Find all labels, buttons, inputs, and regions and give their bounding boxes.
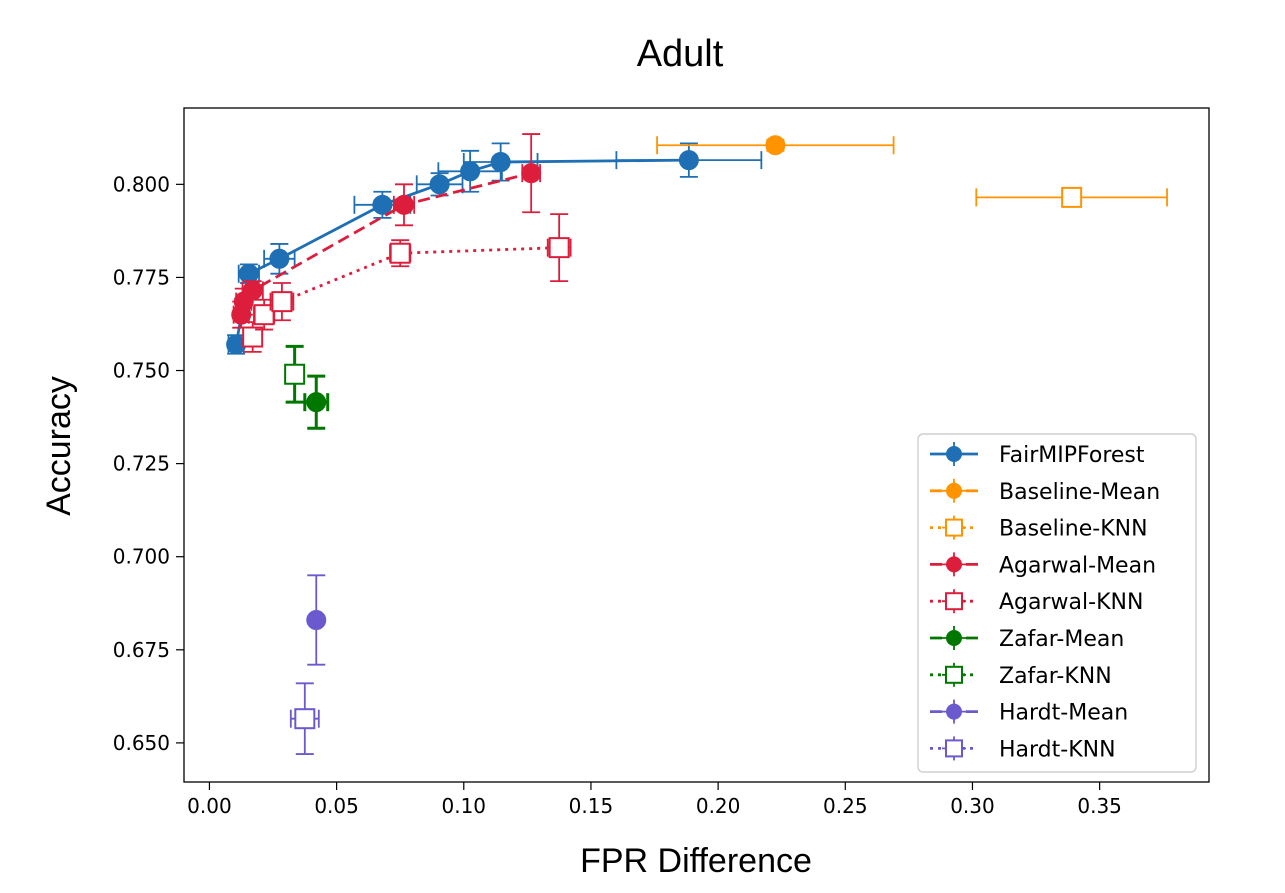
legend: FairMIPForest Baseline-Mean Baseline-KNN Ag… — [917, 433, 1197, 773]
data-point-hardt-mean-0 — [306, 610, 327, 631]
legend-label-baseline-knn: Baseline-KNN — [999, 517, 1148, 542]
legend-entry-fairmipforest: FairMIPForest — [930, 442, 1145, 468]
x-tick-label-2: 0.10 — [442, 794, 487, 818]
legend-entry-agarwal-mean: Agarwal-Mean — [930, 552, 1156, 578]
legend-label-agarwal-mean: Agarwal-Mean — [999, 553, 1156, 578]
y-tick-label-1: 0.675 — [113, 638, 170, 662]
legend-marker-agarwal-mean — [946, 556, 962, 573]
data-point-baseline-knn-0 — [1061, 186, 1083, 208]
legend-marker-baseline-knn — [945, 518, 963, 537]
legend-entry-hardt-mean: Hardt-Mean — [930, 699, 1128, 726]
legend-entry-hardt-knn: Hardt-KNN — [930, 736, 1116, 762]
legend-marker-zafar-mean — [946, 630, 962, 646]
data-point-fairmipforest-6 — [490, 151, 511, 172]
legend-marker-baseline-mean — [946, 482, 962, 499]
data-point-zafar-mean-0 — [306, 392, 327, 413]
legend-entry-baseline-knn: Baseline-KNN — [930, 515, 1148, 542]
series-agarwal-mean — [231, 133, 542, 329]
legend-label-fairmipforest: FairMIPForest — [999, 443, 1145, 468]
legend-label-hardt-knn: Hardt-KNN — [999, 737, 1116, 762]
data-point-agarwal-mean-4 — [521, 163, 542, 184]
legend-entry-zafar-mean: Zafar-Mean — [930, 626, 1124, 652]
plot-frame — [183, 107, 1210, 783]
legend-box — [917, 433, 1197, 773]
data-point-fairmipforest-2 — [269, 248, 290, 269]
y-axis-label: Accuracy — [40, 376, 78, 516]
x-axis-label: FPR Difference — [580, 842, 812, 880]
plot-area: 0.00 0.05 0.10 0.15 0.20 0.25 0.30 0.35 0.650 0.6… — [113, 107, 1210, 818]
x-tick-label-7: 0.35 — [1077, 794, 1122, 818]
legend-marker-agarwal-knn — [945, 592, 963, 611]
legend-entry-zafar-knn: Zafar-KNN — [930, 662, 1112, 689]
data-point-agarwal-knn-0 — [242, 326, 264, 348]
data-point-agarwal-knn-3 — [389, 242, 411, 264]
series-fairmipforest — [226, 142, 763, 355]
x-tick-label-0: 0.00 — [187, 794, 232, 818]
legend-label-hardt-mean: Hardt-Mean — [999, 701, 1128, 726]
legend-entry-baseline-mean: Baseline-Mean — [930, 478, 1160, 505]
chart-title: Adult — [637, 33, 724, 75]
data-point-agarwal-mean-2 — [242, 280, 263, 301]
legend-label-baseline-mean: Baseline-Mean — [999, 480, 1160, 505]
series-baseline-knn — [975, 186, 1168, 208]
data-point-agarwal-knn-2 — [271, 291, 293, 313]
data-point-fairmipforest-3 — [372, 194, 393, 215]
series-agarwal-knn — [242, 213, 572, 353]
data-point-agarwal-knn-4 — [548, 237, 570, 259]
y-tick-label-5: 0.775 — [113, 265, 170, 289]
y-tick-label-0: 0.650 — [113, 731, 170, 755]
x-tick-label-1: 0.05 — [314, 794, 359, 818]
data-point-zafar-knn-0 — [284, 363, 306, 385]
data-point-fairmipforest-7 — [678, 150, 699, 171]
legend-label-agarwal-knn: Agarwal-KNN — [999, 590, 1143, 615]
y-tick-label-3: 0.725 — [113, 452, 170, 476]
y-tick-label-2: 0.700 — [113, 545, 170, 569]
legend-marker-fairmipforest — [946, 446, 962, 462]
series-zafar-knn — [284, 344, 306, 404]
legend-label-zafar-mean: Zafar-Mean — [999, 627, 1124, 652]
legend-entry-agarwal-knn: Agarwal-KNN — [930, 589, 1143, 615]
x-tick-label-3: 0.15 — [569, 794, 614, 818]
series-zafar-mean — [303, 374, 330, 430]
series-hardt-knn — [289, 682, 320, 755]
legend-marker-hardt-mean — [946, 703, 962, 720]
x-tick-label-5: 0.25 — [823, 794, 868, 818]
legend-marker-zafar-knn — [945, 665, 963, 684]
y-tick-label-4: 0.750 — [113, 359, 170, 383]
data-point-agarwal-knn-1 — [253, 304, 275, 326]
y-tick-label-6: 0.800 — [113, 172, 170, 196]
data-point-agarwal-mean-3 — [394, 194, 415, 215]
series-baseline-mean — [656, 135, 895, 156]
x-tick-label-6: 0.30 — [950, 794, 995, 818]
data-point-fairmipforest-4 — [429, 174, 450, 195]
legend-label-zafar-knn: Zafar-KNN — [999, 664, 1112, 689]
data-point-baseline-mean-0 — [765, 135, 786, 156]
series-hardt-mean — [306, 574, 327, 666]
x-tick-label-4: 0.20 — [696, 794, 741, 818]
legend-marker-hardt-knn — [945, 739, 963, 758]
data-point-hardt-knn-0 — [294, 708, 316, 730]
